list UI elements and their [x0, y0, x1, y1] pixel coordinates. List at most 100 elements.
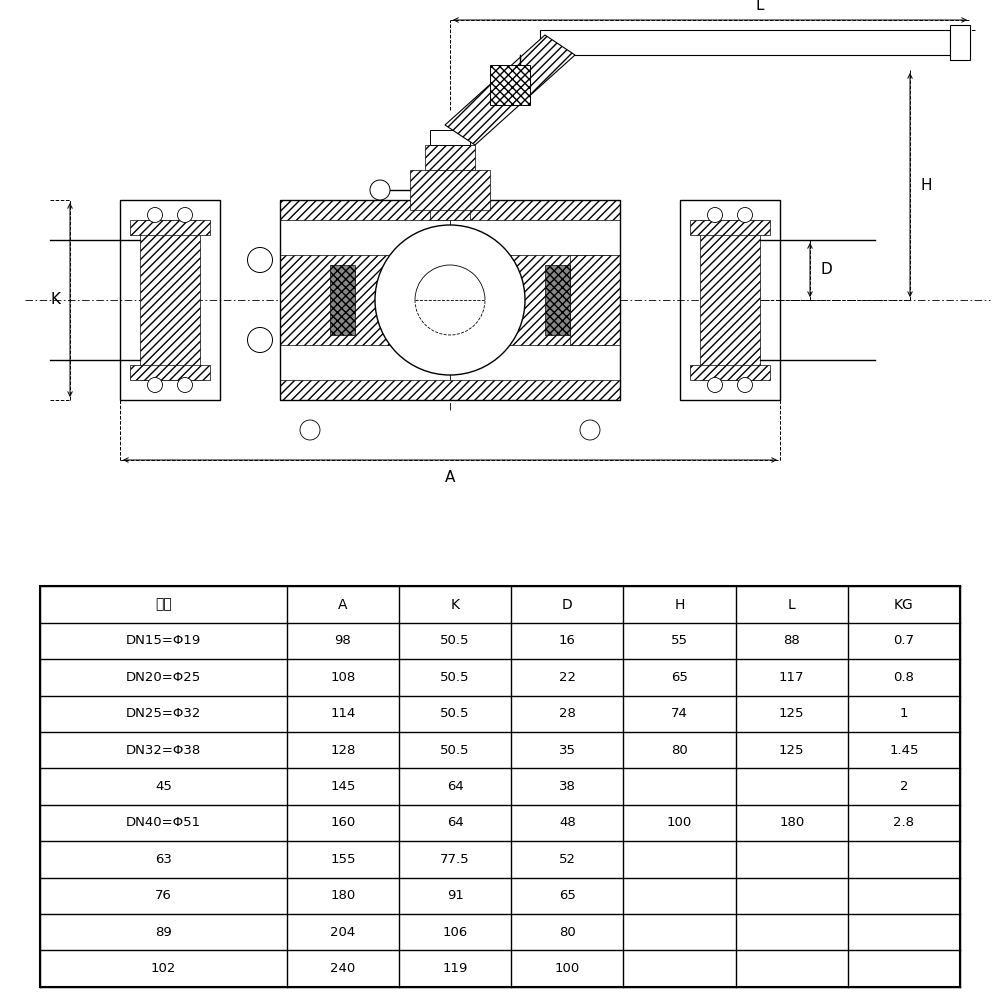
Circle shape	[178, 377, 192, 392]
Text: 88: 88	[783, 635, 800, 648]
Text: 180: 180	[779, 816, 804, 830]
Text: 通: 通	[767, 682, 833, 790]
Circle shape	[375, 225, 525, 375]
Text: 16: 16	[559, 635, 576, 648]
Bar	[280, 255, 610, 345]
Circle shape	[248, 328, 272, 353]
Circle shape	[300, 420, 320, 440]
Text: 204: 204	[330, 926, 356, 939]
Text: 80: 80	[671, 744, 688, 757]
Text: DN20=Φ25: DN20=Φ25	[126, 671, 201, 684]
Bar	[130, 220, 210, 235]
Text: 48: 48	[559, 816, 576, 830]
Text: 125: 125	[779, 707, 804, 720]
Text: 50.5: 50.5	[440, 671, 470, 684]
Bar	[540, 30, 950, 55]
Text: 63: 63	[155, 853, 172, 866]
Text: 38: 38	[559, 780, 576, 793]
Text: 22: 22	[559, 671, 576, 684]
Bar	[545, 265, 570, 335]
Text: 1: 1	[900, 707, 908, 720]
Text: 100: 100	[555, 962, 580, 975]
Text: 240: 240	[330, 962, 356, 975]
Text: 117: 117	[779, 671, 804, 684]
Text: 45: 45	[155, 780, 172, 793]
Bar	[490, 65, 530, 105]
Text: 0.7: 0.7	[893, 635, 914, 648]
Text: 55: 55	[671, 635, 688, 648]
Text: 74: 74	[671, 707, 688, 720]
Bar	[425, 145, 475, 170]
Circle shape	[708, 377, 722, 392]
Text: 65: 65	[671, 671, 688, 684]
Bar	[430, 200, 470, 220]
Circle shape	[738, 208, 753, 223]
Text: 119: 119	[442, 962, 468, 975]
Circle shape	[580, 420, 600, 440]
Text: DN32=Φ38: DN32=Φ38	[126, 744, 201, 757]
Text: 100: 100	[667, 816, 692, 830]
Text: D: D	[562, 598, 573, 612]
Text: 77.5: 77.5	[440, 853, 470, 866]
Text: 35: 35	[559, 744, 576, 757]
Text: 2.8: 2.8	[893, 816, 914, 830]
Text: DN15=Φ19: DN15=Φ19	[126, 635, 201, 648]
Text: 50.5: 50.5	[440, 707, 470, 720]
Text: A: A	[445, 470, 455, 485]
Text: 125: 125	[779, 744, 804, 757]
Bar	[690, 220, 770, 235]
Text: 52: 52	[559, 853, 576, 866]
Text: 89: 89	[155, 926, 172, 939]
Text: 128: 128	[330, 744, 356, 757]
Circle shape	[708, 208, 722, 223]
Bar	[120, 200, 220, 400]
Text: 2: 2	[900, 780, 908, 793]
Circle shape	[178, 208, 192, 223]
Text: 155: 155	[330, 853, 356, 866]
Text: 50.5: 50.5	[440, 744, 470, 757]
Text: 规格: 规格	[155, 598, 172, 612]
Text: 50.5: 50.5	[440, 635, 470, 648]
Circle shape	[738, 377, 753, 392]
Bar	[280, 200, 620, 220]
Circle shape	[148, 377, 162, 392]
Text: 108: 108	[330, 671, 356, 684]
Bar	[330, 265, 355, 335]
Text: D: D	[820, 262, 832, 277]
Text: 180: 180	[330, 889, 356, 902]
Bar	[950, 25, 970, 60]
Text: 64: 64	[447, 816, 463, 830]
Polygon shape	[445, 35, 575, 145]
Bar	[680, 200, 780, 400]
Text: H: H	[674, 598, 685, 612]
Text: A: A	[338, 598, 348, 612]
Text: 0.8: 0.8	[893, 671, 914, 684]
Text: 102: 102	[151, 962, 176, 975]
Bar	[690, 365, 770, 380]
Bar	[280, 200, 620, 400]
Text: H: H	[920, 178, 932, 192]
Bar	[570, 255, 620, 345]
Text: 145: 145	[330, 780, 356, 793]
Text: L: L	[788, 598, 796, 612]
Text: 65: 65	[559, 889, 576, 902]
Bar	[700, 220, 760, 380]
Circle shape	[148, 208, 162, 223]
Text: 91: 91	[447, 889, 464, 902]
Text: KG: KG	[894, 598, 914, 612]
Bar	[430, 130, 470, 145]
Text: 160: 160	[330, 816, 356, 830]
Text: 28: 28	[559, 707, 576, 720]
Circle shape	[248, 247, 272, 272]
Text: 76: 76	[155, 889, 172, 902]
Text: 106: 106	[442, 926, 468, 939]
Text: 80: 80	[559, 926, 576, 939]
Text: L: L	[756, 0, 764, 12]
Text: DN25=Φ32: DN25=Φ32	[126, 707, 201, 720]
Bar	[410, 170, 490, 210]
Text: 1.45: 1.45	[889, 744, 919, 757]
Bar	[280, 380, 620, 400]
Text: 64: 64	[447, 780, 463, 793]
Text: DN40=Φ51: DN40=Φ51	[126, 816, 201, 830]
Bar	[130, 365, 210, 380]
